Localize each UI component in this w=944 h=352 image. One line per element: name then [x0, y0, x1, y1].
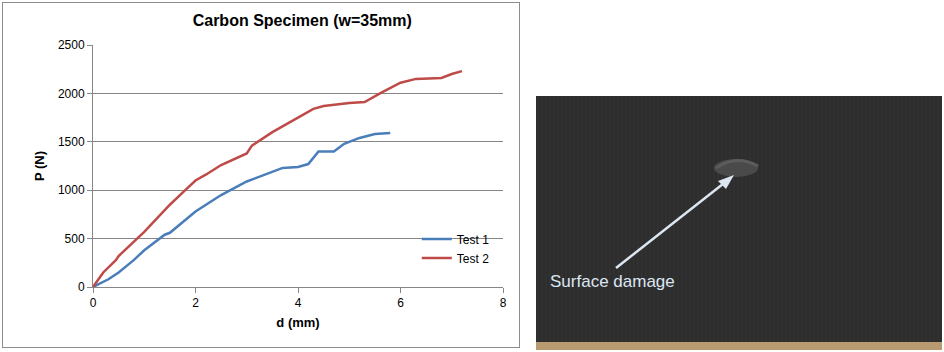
svg-text:2500: 2500: [58, 38, 85, 52]
svg-text:6: 6: [397, 296, 404, 310]
html-text:Surface damage: Surface damage: [550, 272, 675, 291]
svg-text:P (N): P (N): [32, 151, 47, 181]
svg-text:2: 2: [192, 296, 199, 310]
svg-text:Test 2: Test 2: [457, 252, 489, 266]
svg-text:d (mm): d (mm): [276, 315, 319, 330]
svg-text:0: 0: [90, 296, 97, 310]
svg-text:Test 1: Test 1: [457, 233, 489, 247]
svg-text:2000: 2000: [58, 87, 85, 101]
svg-text:Carbon Specimen (w=35mm): Carbon Specimen (w=35mm): [193, 12, 412, 29]
svg-text:0: 0: [78, 280, 85, 294]
svg-text:4: 4: [295, 296, 302, 310]
svg-text:1000: 1000: [58, 183, 85, 197]
svg-text:500: 500: [65, 232, 85, 246]
svg-text:8: 8: [500, 296, 507, 310]
svg-text:1500: 1500: [58, 135, 85, 149]
